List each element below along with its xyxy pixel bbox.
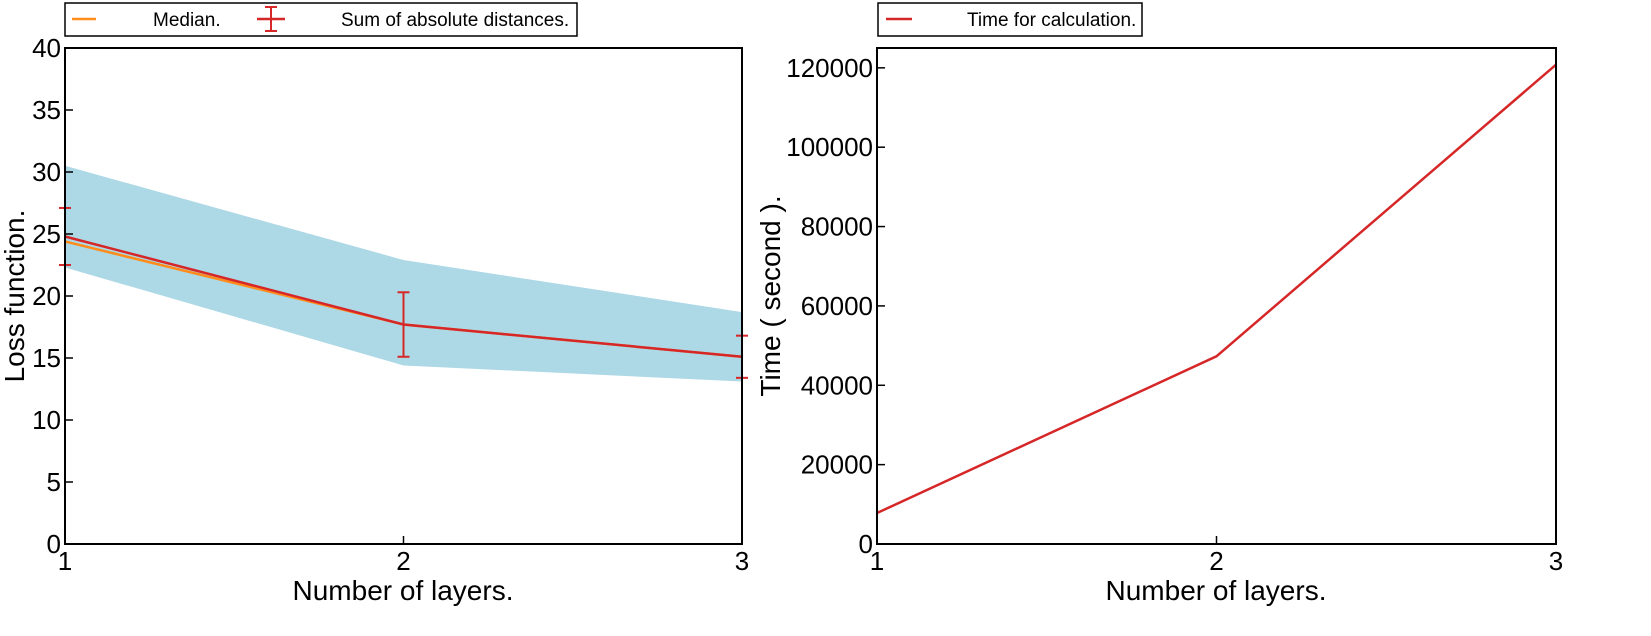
loss-legend: Median. Sum of absolute distances.	[64, 2, 578, 37]
time-legend-box	[877, 2, 1143, 37]
loss-chart: 0 5 10 15 20 25 30 35 40 1 2 3 Number of layers. L…	[0, 2, 749, 606]
time-y-ticks: 0 20000 40000 60000 80000 100000 120000	[786, 53, 885, 559]
loss-xtick-label-1: 2	[396, 546, 410, 576]
loss-xtick-label-2: 3	[735, 546, 749, 576]
legend-label-sum: Sum of absolute distances.	[341, 10, 569, 31]
time-ytick-label-2: 40000	[801, 370, 873, 400]
loss-spread-band	[65, 165, 742, 382]
loss-x-ticks: 1 2 3	[58, 536, 749, 576]
time-ytick-label-4: 80000	[801, 212, 873, 242]
loss-ytick-label-6: 30	[32, 157, 61, 187]
time-xtick-label-2: 3	[1549, 546, 1563, 576]
legend-swatch-sum-errorbar	[257, 6, 285, 32]
time-ytick-label-5: 100000	[786, 132, 873, 162]
time-lines-layer	[876, 63, 1557, 515]
time-ytick-label-3: 60000	[801, 291, 873, 321]
legend-label-median: Median.	[153, 10, 221, 31]
time-plot-frame	[876, 47, 1557, 545]
loss-ytick-label-3: 15	[32, 343, 61, 373]
time-xtick-label-0: 1	[870, 546, 884, 576]
loss-xtick-label-0: 1	[58, 546, 72, 576]
time-x-ticks: 1 2 3	[870, 536, 1563, 576]
loss-x-axis-label: Number of layers.	[293, 575, 514, 606]
loss-ytick-label-4: 20	[32, 281, 61, 311]
legend-label-time: Time for calculation.	[967, 10, 1136, 31]
loss-ytick-label-8: 40	[32, 33, 61, 63]
loss-ytick-label-0: 0	[47, 529, 61, 559]
time-xtick-label-1: 2	[1209, 546, 1223, 576]
time-x-axis-label: Number of layers.	[1106, 575, 1327, 606]
time-series-line-0	[876, 63, 1557, 515]
time-legend: Time for calculation.	[877, 2, 1143, 37]
loss-ytick-label-5: 25	[32, 219, 61, 249]
loss-band-layer	[65, 165, 742, 382]
time-chart: 0 20000 40000 60000 80000 100000 120000 1 2 3 Nu…	[755, 2, 1563, 606]
loss-errorbar-1	[397, 291, 410, 358]
loss-y-ticks: 0 5 10 15 20 25 30 35 40	[32, 33, 73, 559]
loss-legend-box	[64, 2, 578, 37]
time-ytick-label-6: 120000	[786, 53, 873, 83]
loss-y-axis-label: Loss function.	[0, 210, 30, 383]
loss-ytick-label-1: 5	[47, 467, 61, 497]
time-ytick-label-0: 0	[859, 529, 873, 559]
loss-ytick-label-7: 35	[32, 95, 61, 125]
time-y-axis-label: Time ( second ).	[755, 195, 786, 396]
time-ytick-label-1: 20000	[801, 450, 873, 480]
loss-ytick-label-2: 10	[32, 405, 61, 435]
